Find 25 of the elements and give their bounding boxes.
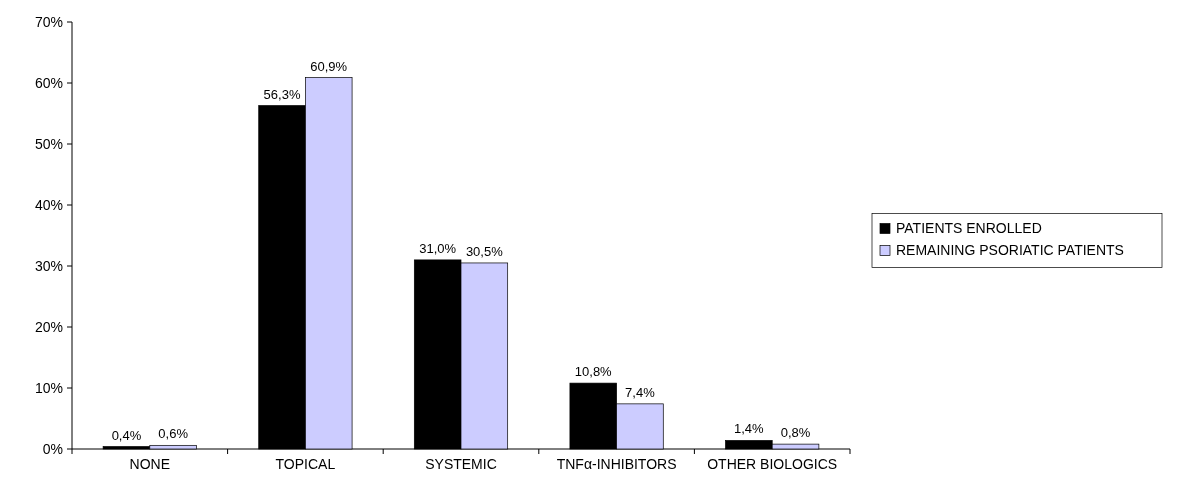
x-tick-label: OTHER BIOLOGICS bbox=[707, 456, 838, 472]
data-label: 7,4% bbox=[625, 384, 656, 400]
legend-label: PATIENTS ENROLLED bbox=[896, 220, 1042, 237]
data-label: 60,9% bbox=[310, 58, 348, 74]
y-tick-label: 50% bbox=[34, 135, 63, 152]
data-label: 56,3% bbox=[263, 86, 301, 102]
x-tick-label: TOPICAL bbox=[275, 456, 336, 472]
y-tick-label: 10% bbox=[34, 379, 63, 396]
data-label: 1,4% bbox=[734, 421, 765, 437]
y-tick-label: 30% bbox=[34, 257, 63, 274]
data-label: 0,6% bbox=[158, 426, 189, 442]
x-tick-label: NONE bbox=[129, 456, 171, 472]
y-tick-label: 0% bbox=[42, 440, 63, 457]
data-label: 31,0% bbox=[419, 240, 457, 256]
y-tick-label: 70% bbox=[34, 13, 63, 30]
data-label: 10,8% bbox=[574, 364, 613, 380]
legend-label: REMAINING PSORIATIC PATIENTS bbox=[896, 242, 1124, 259]
y-tick-label: 40% bbox=[34, 196, 63, 213]
y-tick-label: 20% bbox=[34, 318, 63, 335]
x-tick-label: TNFα-INHIBITORS bbox=[556, 456, 677, 472]
data-label: 0,8% bbox=[780, 425, 811, 441]
data-label: 0,4% bbox=[111, 427, 142, 443]
x-tick-label: SYSTEMIC bbox=[425, 456, 497, 472]
data-label: 30,5% bbox=[465, 243, 504, 259]
y-tick-label: 60% bbox=[34, 74, 63, 91]
